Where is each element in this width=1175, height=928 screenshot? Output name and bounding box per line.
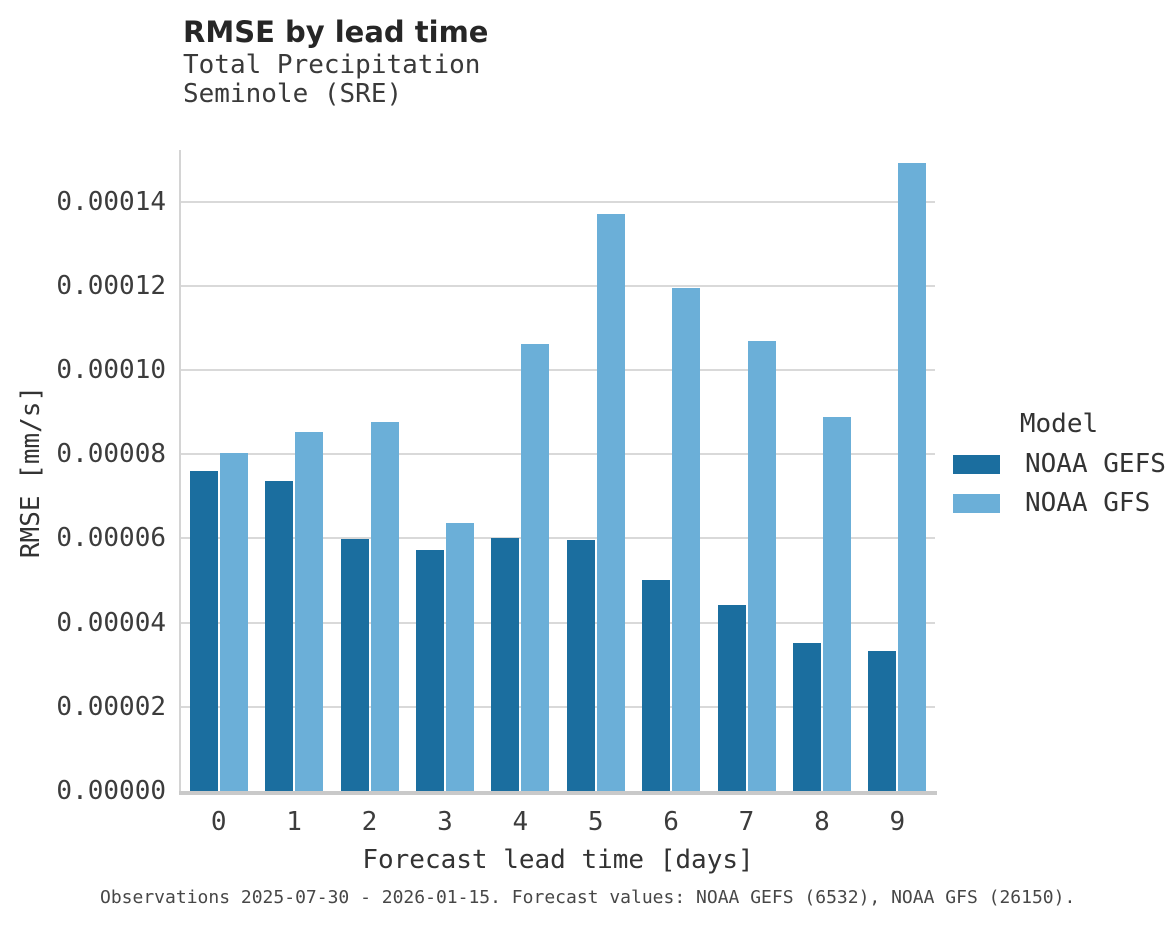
- bar-noaa-gefs-day-1: [265, 480, 294, 791]
- x-tick-label: 8: [814, 807, 830, 837]
- chart-subtitle: Total Precipitation Seminole (SRE): [183, 51, 480, 109]
- x-tick-label: 0: [210, 807, 227, 837]
- y-tick-label: 0.00008: [56, 439, 166, 470]
- gridline: [181, 453, 935, 456]
- gridline: [181, 537, 935, 540]
- bar-noaa-gefs-day-8: [792, 643, 821, 791]
- bar-noaa-gfs-day-6: [672, 288, 701, 791]
- gridline: [181, 621, 935, 624]
- y-tick-label: 0.00000: [56, 776, 166, 806]
- chart-title: RMSE by lead time: [183, 15, 489, 49]
- y-tick-label: 0.00006: [56, 523, 166, 554]
- y-tick-label: 0.00014: [56, 186, 166, 217]
- bar-noaa-gefs-day-9: [868, 651, 897, 791]
- subtitle-line-2: Seminole (SRE): [183, 79, 403, 109]
- legend-label: NOAA GFS: [1025, 488, 1151, 518]
- legend-title: Model: [1019, 409, 1099, 439]
- bar-noaa-gfs-day-8: [822, 416, 851, 791]
- y-tick-label: 0.00002: [56, 691, 166, 722]
- x-tick-label: 7: [738, 807, 755, 837]
- x-tick-label: 2: [361, 807, 378, 837]
- bar-noaa-gfs-day-3: [445, 523, 474, 791]
- bar-noaa-gefs-day-3: [415, 549, 444, 791]
- gridline: [181, 705, 935, 708]
- plot-area: [181, 150, 935, 791]
- y-axis-line: [179, 150, 181, 793]
- subtitle-line-1: Total Precipitation: [183, 50, 481, 80]
- bar-noaa-gfs-day-4: [521, 344, 550, 791]
- bar-noaa-gfs-day-9: [898, 162, 927, 791]
- y-tick-label: 0.00010: [56, 355, 166, 386]
- bar-noaa-gefs-day-6: [642, 580, 671, 791]
- legend-swatch-icon: [953, 493, 1000, 513]
- y-axis-label: RMSE [mm/s]: [16, 385, 46, 559]
- bar-noaa-gefs-day-0: [189, 471, 218, 791]
- bar-noaa-gefs-day-5: [566, 540, 595, 791]
- x-tick-label: 3: [437, 807, 453, 837]
- legend-label: NOAA GEFS: [1025, 449, 1166, 479]
- y-tick-label: 0.00012: [56, 270, 166, 301]
- x-tick-label: 4: [512, 807, 529, 837]
- gridline: [181, 284, 935, 287]
- bar-noaa-gfs-day-5: [596, 213, 625, 791]
- y-tick-label: 0.00004: [56, 607, 166, 638]
- bar-noaa-gfs-day-7: [747, 341, 776, 791]
- x-axis-line: [179, 791, 937, 795]
- bar-noaa-gfs-day-2: [370, 422, 399, 791]
- footer-caption: Observations 2025-07-30 - 2026-01-15. Fo…: [100, 887, 1076, 908]
- x-tick-label: 9: [889, 807, 906, 837]
- bar-noaa-gfs-day-0: [219, 453, 248, 791]
- x-tick-label: 1: [286, 807, 302, 837]
- gridline: [181, 200, 935, 203]
- bar-noaa-gefs-day-2: [340, 538, 369, 791]
- x-tick-label: 6: [663, 807, 679, 837]
- bar-noaa-gefs-day-4: [491, 538, 520, 791]
- x-axis-label: Forecast lead time [days]: [362, 845, 754, 875]
- legend-item: NOAA GFS: [953, 489, 1175, 517]
- legend-item: NOAA GEFS: [953, 450, 1175, 478]
- legend: Model NOAA GEFS NOAA GFS: [953, 409, 1175, 517]
- gridline: [181, 369, 935, 372]
- bar-noaa-gfs-day-1: [295, 432, 324, 791]
- bar-noaa-gefs-day-7: [717, 604, 746, 791]
- legend-swatch-icon: [953, 454, 1000, 474]
- legend-items: NOAA GEFS NOAA GFS: [953, 450, 1175, 517]
- x-tick-label: 5: [587, 807, 604, 837]
